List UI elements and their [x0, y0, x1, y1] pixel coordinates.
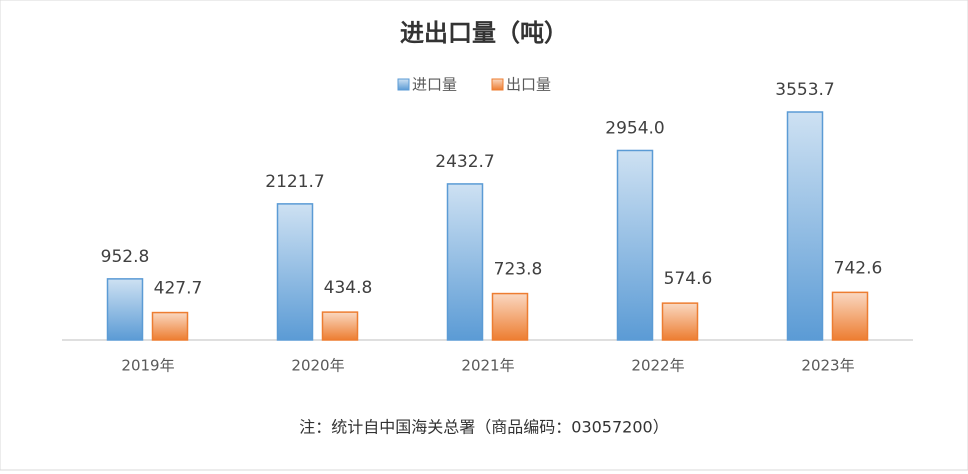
legend-label: 出口量 [506, 76, 551, 94]
bar [786, 111, 824, 341]
bar [276, 203, 314, 341]
bar [661, 302, 699, 341]
bar [106, 278, 144, 341]
chart-note: 注：统计自中国海关总署（商品编码：03057200） [299, 418, 668, 437]
bar [321, 311, 359, 341]
value-label: 434.8 [324, 278, 373, 298]
x-tick-label: 2023年 [801, 357, 854, 375]
bar [446, 183, 484, 341]
value-label: 723.8 [494, 260, 543, 280]
bar [151, 311, 189, 341]
value-label: 742.6 [834, 258, 883, 278]
value-label: 952.8 [101, 247, 150, 267]
value-label: 427.7 [154, 279, 203, 299]
x-tick-label: 2021年 [461, 357, 514, 375]
value-label: 3553.7 [775, 80, 834, 100]
legend-swatch [491, 78, 504, 91]
x-tick-label: 2019年 [121, 357, 174, 375]
value-label: 2121.7 [265, 172, 324, 192]
bar [616, 149, 654, 341]
legend-swatch [397, 78, 410, 91]
value-label: 2954.0 [605, 118, 664, 138]
chart-title: 进出口量（吨） [400, 19, 568, 47]
value-label: 574.6 [664, 269, 713, 289]
legend-label: 进口量 [412, 76, 457, 94]
bar [491, 292, 529, 341]
x-tick-label: 2022年 [631, 357, 684, 375]
bar [831, 291, 869, 341]
value-label: 2432.7 [435, 152, 494, 172]
x-tick-label: 2020年 [291, 357, 344, 375]
